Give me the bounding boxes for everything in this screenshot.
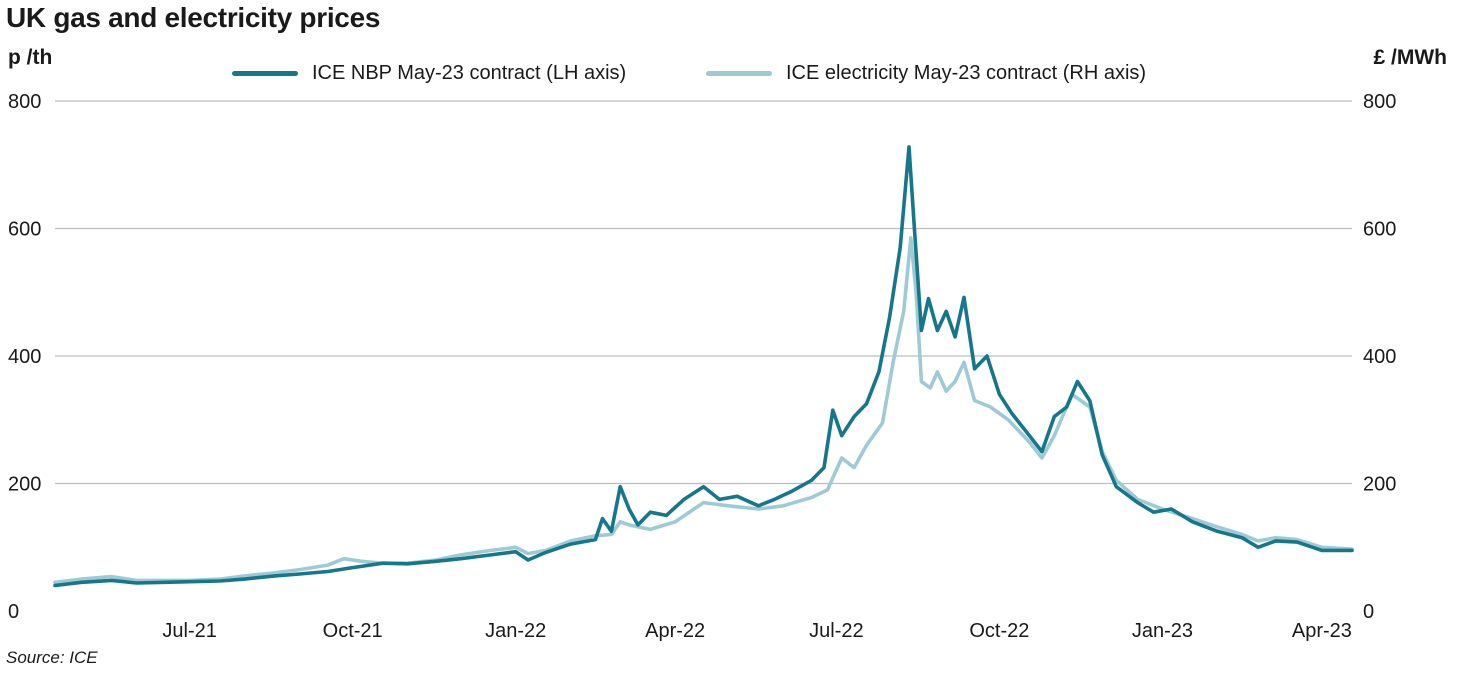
right-axis-unit: £ /MWh bbox=[1373, 46, 1448, 69]
series-line-gas bbox=[53, 145, 1354, 588]
y-left-tick-label: 800 bbox=[8, 91, 41, 113]
chart-title: UK gas and electricity prices bbox=[6, 2, 381, 33]
x-tick-label: Jan-22 bbox=[485, 620, 546, 642]
x-tick-label: Oct-21 bbox=[323, 620, 383, 642]
x-tick-label: Apr-22 bbox=[645, 620, 705, 642]
legend-item-gas: ICE NBP May-23 contract (LH axis) bbox=[232, 62, 626, 85]
legend-item-electricity: ICE electricity May-23 contract (RH axis… bbox=[706, 62, 1146, 85]
y-left-tick-label: 200 bbox=[8, 474, 41, 496]
x-tick-label: Jan-23 bbox=[1132, 620, 1193, 642]
legend-label-gas: ICE NBP May-23 contract (LH axis) bbox=[312, 62, 627, 84]
source-note: Source: ICE bbox=[6, 648, 98, 667]
y-left-tick-label: 400 bbox=[8, 346, 41, 368]
y-left-tick-label: 600 bbox=[8, 219, 41, 241]
x-tick-labels: Jul-21 Oct-21 Jan-22 Apr-22 Jul-22 Oct-22 Jan-… bbox=[162, 620, 1351, 642]
left-axis-unit: p /th bbox=[8, 46, 53, 69]
legend-swatch-electricity bbox=[706, 71, 772, 76]
x-tick-label: Apr-23 bbox=[1292, 620, 1352, 642]
x-tick-label: Oct-22 bbox=[969, 620, 1029, 642]
gridlines bbox=[55, 100, 1352, 485]
y-right-tick-label: 200 bbox=[1363, 474, 1396, 496]
y-right-tick-label: 600 bbox=[1363, 219, 1396, 241]
y-left-tick-label: 0 bbox=[8, 601, 19, 623]
y-right-tick-label: 800 bbox=[1363, 91, 1396, 113]
legend-label-electricity: ICE electricity May-23 contract (RH axis… bbox=[786, 62, 1147, 84]
x-tick-label: Jul-21 bbox=[162, 620, 216, 642]
y-tick-labels: 0 0 200 200 400 400 600 600 800 800 bbox=[8, 91, 1396, 623]
y-right-tick-label: 400 bbox=[1363, 346, 1396, 368]
series-line-electricity bbox=[53, 236, 1354, 585]
series-lines bbox=[53, 145, 1354, 588]
x-tick-label: Jul-22 bbox=[809, 620, 863, 642]
legend-swatch-gas bbox=[232, 71, 298, 76]
y-right-tick-label: 0 bbox=[1363, 601, 1374, 623]
